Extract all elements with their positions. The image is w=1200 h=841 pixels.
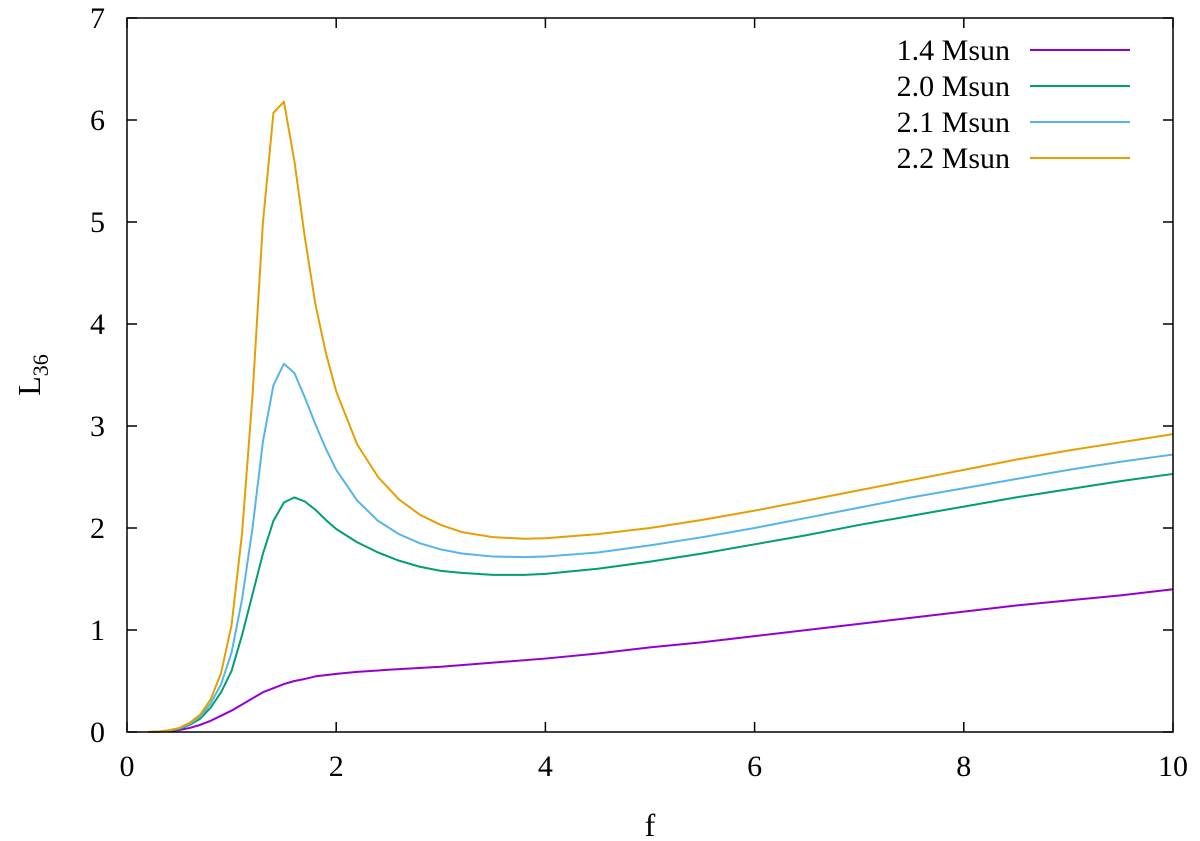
y-axis-label-subscript: 36 bbox=[28, 354, 53, 376]
x-tick-label: 10 bbox=[1158, 750, 1188, 783]
y-tick-label: 6 bbox=[90, 104, 105, 137]
series-line-4 bbox=[147, 100, 1174, 733]
x-tick-label: 2 bbox=[329, 750, 344, 783]
y-tick-label: 1 bbox=[90, 614, 105, 647]
x-tick-label: 0 bbox=[120, 750, 135, 783]
y-tick-label: 3 bbox=[90, 410, 105, 443]
y-tick-label: 4 bbox=[90, 308, 105, 341]
legend-label: 2.1 Msun bbox=[897, 106, 1010, 139]
x-tick-label: 4 bbox=[538, 750, 553, 783]
series-layer bbox=[147, 100, 1174, 733]
x-tick-label: 6 bbox=[747, 750, 762, 783]
series-line-1 bbox=[147, 588, 1174, 733]
series-line-3 bbox=[147, 362, 1174, 733]
y-tick-label: 7 bbox=[90, 2, 105, 35]
y-tick-label: 5 bbox=[90, 206, 105, 239]
x-tick-label: 8 bbox=[956, 750, 971, 783]
ticks-layer: 0 2 4 6 8 10 0 1 2 3 4 5 6 7 bbox=[90, 2, 1188, 783]
plot-frame bbox=[126, 17, 1174, 733]
legend-label: 2.2 Msun bbox=[897, 142, 1010, 175]
legend-label: 1.4 Msun bbox=[897, 34, 1010, 67]
y-axis-label: L36 bbox=[11, 354, 53, 396]
series-line-2 bbox=[147, 472, 1174, 733]
y-tick-label: 0 bbox=[90, 716, 105, 749]
legend-label: 2.0 Msun bbox=[897, 70, 1010, 103]
x-axis-label: f bbox=[645, 807, 656, 841]
y-axis-label-base: L bbox=[11, 376, 47, 396]
y-tick-label: 2 bbox=[90, 512, 105, 545]
